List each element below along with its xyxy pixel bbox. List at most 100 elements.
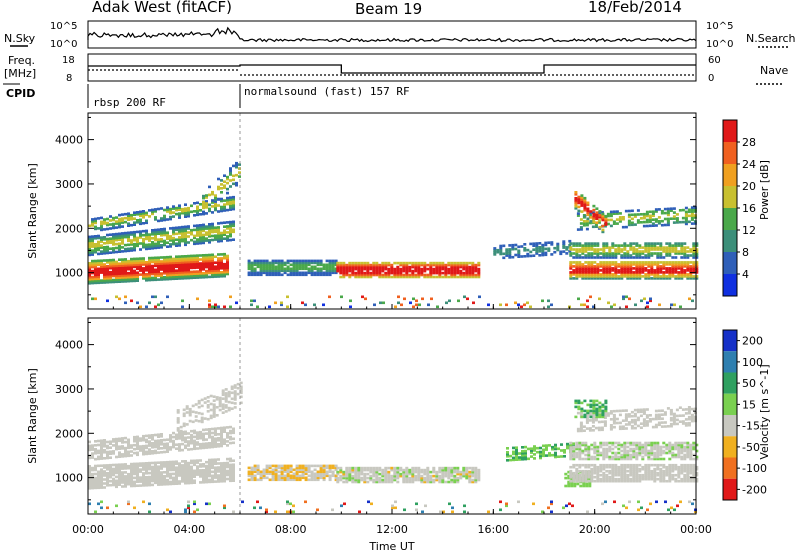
echo-cell <box>660 211 664 215</box>
echo-cell <box>181 235 184 239</box>
echo-cell <box>166 259 169 263</box>
echo-cell <box>196 262 199 265</box>
echo-cell <box>665 252 669 255</box>
echo-cell <box>196 230 199 233</box>
echo-cell <box>393 470 397 474</box>
echo-cell <box>133 217 136 220</box>
echo-cell <box>94 480 97 484</box>
echo-cell <box>196 256 199 259</box>
echo-cell <box>645 212 649 216</box>
echo-cell <box>640 299 643 303</box>
echo-cell <box>581 475 585 479</box>
echo-cell <box>514 243 518 247</box>
echo-cell <box>142 436 145 440</box>
echo-cell <box>382 301 385 305</box>
echo-cell <box>94 269 97 273</box>
echo-cell <box>680 457 684 461</box>
echo-cell <box>584 265 588 268</box>
echo-cell <box>298 474 302 478</box>
echo-cell <box>109 247 112 250</box>
echo-cell <box>136 221 139 224</box>
echo-cell <box>175 462 178 465</box>
echo-cell <box>100 236 103 239</box>
echo-cell <box>578 449 582 453</box>
echo-cell <box>695 271 699 274</box>
echo-cell <box>665 242 669 245</box>
echo-cell <box>647 477 651 481</box>
echo-cell <box>611 261 615 264</box>
echo-cell <box>130 275 133 279</box>
echo-cell <box>680 244 684 247</box>
echo-cell <box>232 475 235 478</box>
echo-cell <box>229 208 232 211</box>
echo-cell <box>283 468 287 472</box>
colorbar-swatch <box>723 274 737 296</box>
echo-cell <box>127 235 130 239</box>
echo-cell <box>651 214 655 217</box>
echo-cell <box>602 453 606 457</box>
echo-cell <box>151 266 154 270</box>
echo-cell <box>584 271 588 274</box>
echo-cell <box>316 474 320 478</box>
echo-cell <box>196 447 199 450</box>
echo-cell <box>614 275 618 278</box>
echo-cell <box>181 257 184 260</box>
echo-cell <box>239 381 243 385</box>
echo-cell <box>635 441 639 445</box>
echo-cell <box>214 462 217 465</box>
echo-cell <box>100 480 103 483</box>
echo-cell <box>596 473 600 477</box>
echo-cell <box>649 299 652 303</box>
echo-cell <box>415 299 418 303</box>
echo-cell <box>632 256 636 259</box>
echo-cell <box>247 470 251 474</box>
echo-cell <box>100 269 103 272</box>
echo-cell <box>188 411 192 415</box>
echo-cell <box>136 447 139 451</box>
echo-cell <box>151 450 154 453</box>
echo-cell <box>462 263 466 267</box>
echo-cell <box>121 240 124 243</box>
echo-cell <box>91 466 94 470</box>
echo-cell <box>596 445 600 449</box>
echo-cell <box>465 273 469 277</box>
echo-cell <box>668 463 672 467</box>
echo-cell <box>517 255 521 258</box>
echo-cell <box>211 257 214 261</box>
echo-cell <box>405 474 409 478</box>
echo-cell <box>274 271 278 275</box>
echo-cell <box>360 267 364 271</box>
echo-cell <box>227 400 231 404</box>
echo-cell <box>109 258 112 262</box>
echo-cell <box>172 238 175 242</box>
echo-cell <box>196 437 199 440</box>
echo-cell <box>160 256 163 259</box>
echo-cell <box>211 470 214 474</box>
echo-cell <box>357 470 361 474</box>
echo-cell <box>103 238 106 241</box>
echo-cell <box>632 453 636 457</box>
echo-cell <box>384 480 388 484</box>
echo-cell <box>408 269 412 273</box>
echo-cell <box>547 247 551 250</box>
echo-cell <box>121 232 124 235</box>
echo-cell <box>390 269 394 273</box>
echo-cell <box>142 210 145 213</box>
echo-cell <box>635 269 639 272</box>
echo-cell <box>205 259 208 263</box>
echo-cell <box>644 248 648 251</box>
echo-cell <box>235 161 238 165</box>
echo-cell <box>593 269 597 272</box>
echo-cell <box>381 273 385 277</box>
echo-cell <box>345 273 349 277</box>
echo-cell <box>334 466 338 470</box>
echo-cell <box>178 263 181 266</box>
echo-cell <box>605 277 609 280</box>
echo-cell <box>620 479 624 483</box>
echo-cell <box>415 303 418 307</box>
echo-cell <box>647 473 651 477</box>
echo-cell <box>295 470 299 474</box>
echo-cell <box>97 252 100 256</box>
echo-cell <box>384 474 388 478</box>
echo-cell <box>686 254 690 257</box>
